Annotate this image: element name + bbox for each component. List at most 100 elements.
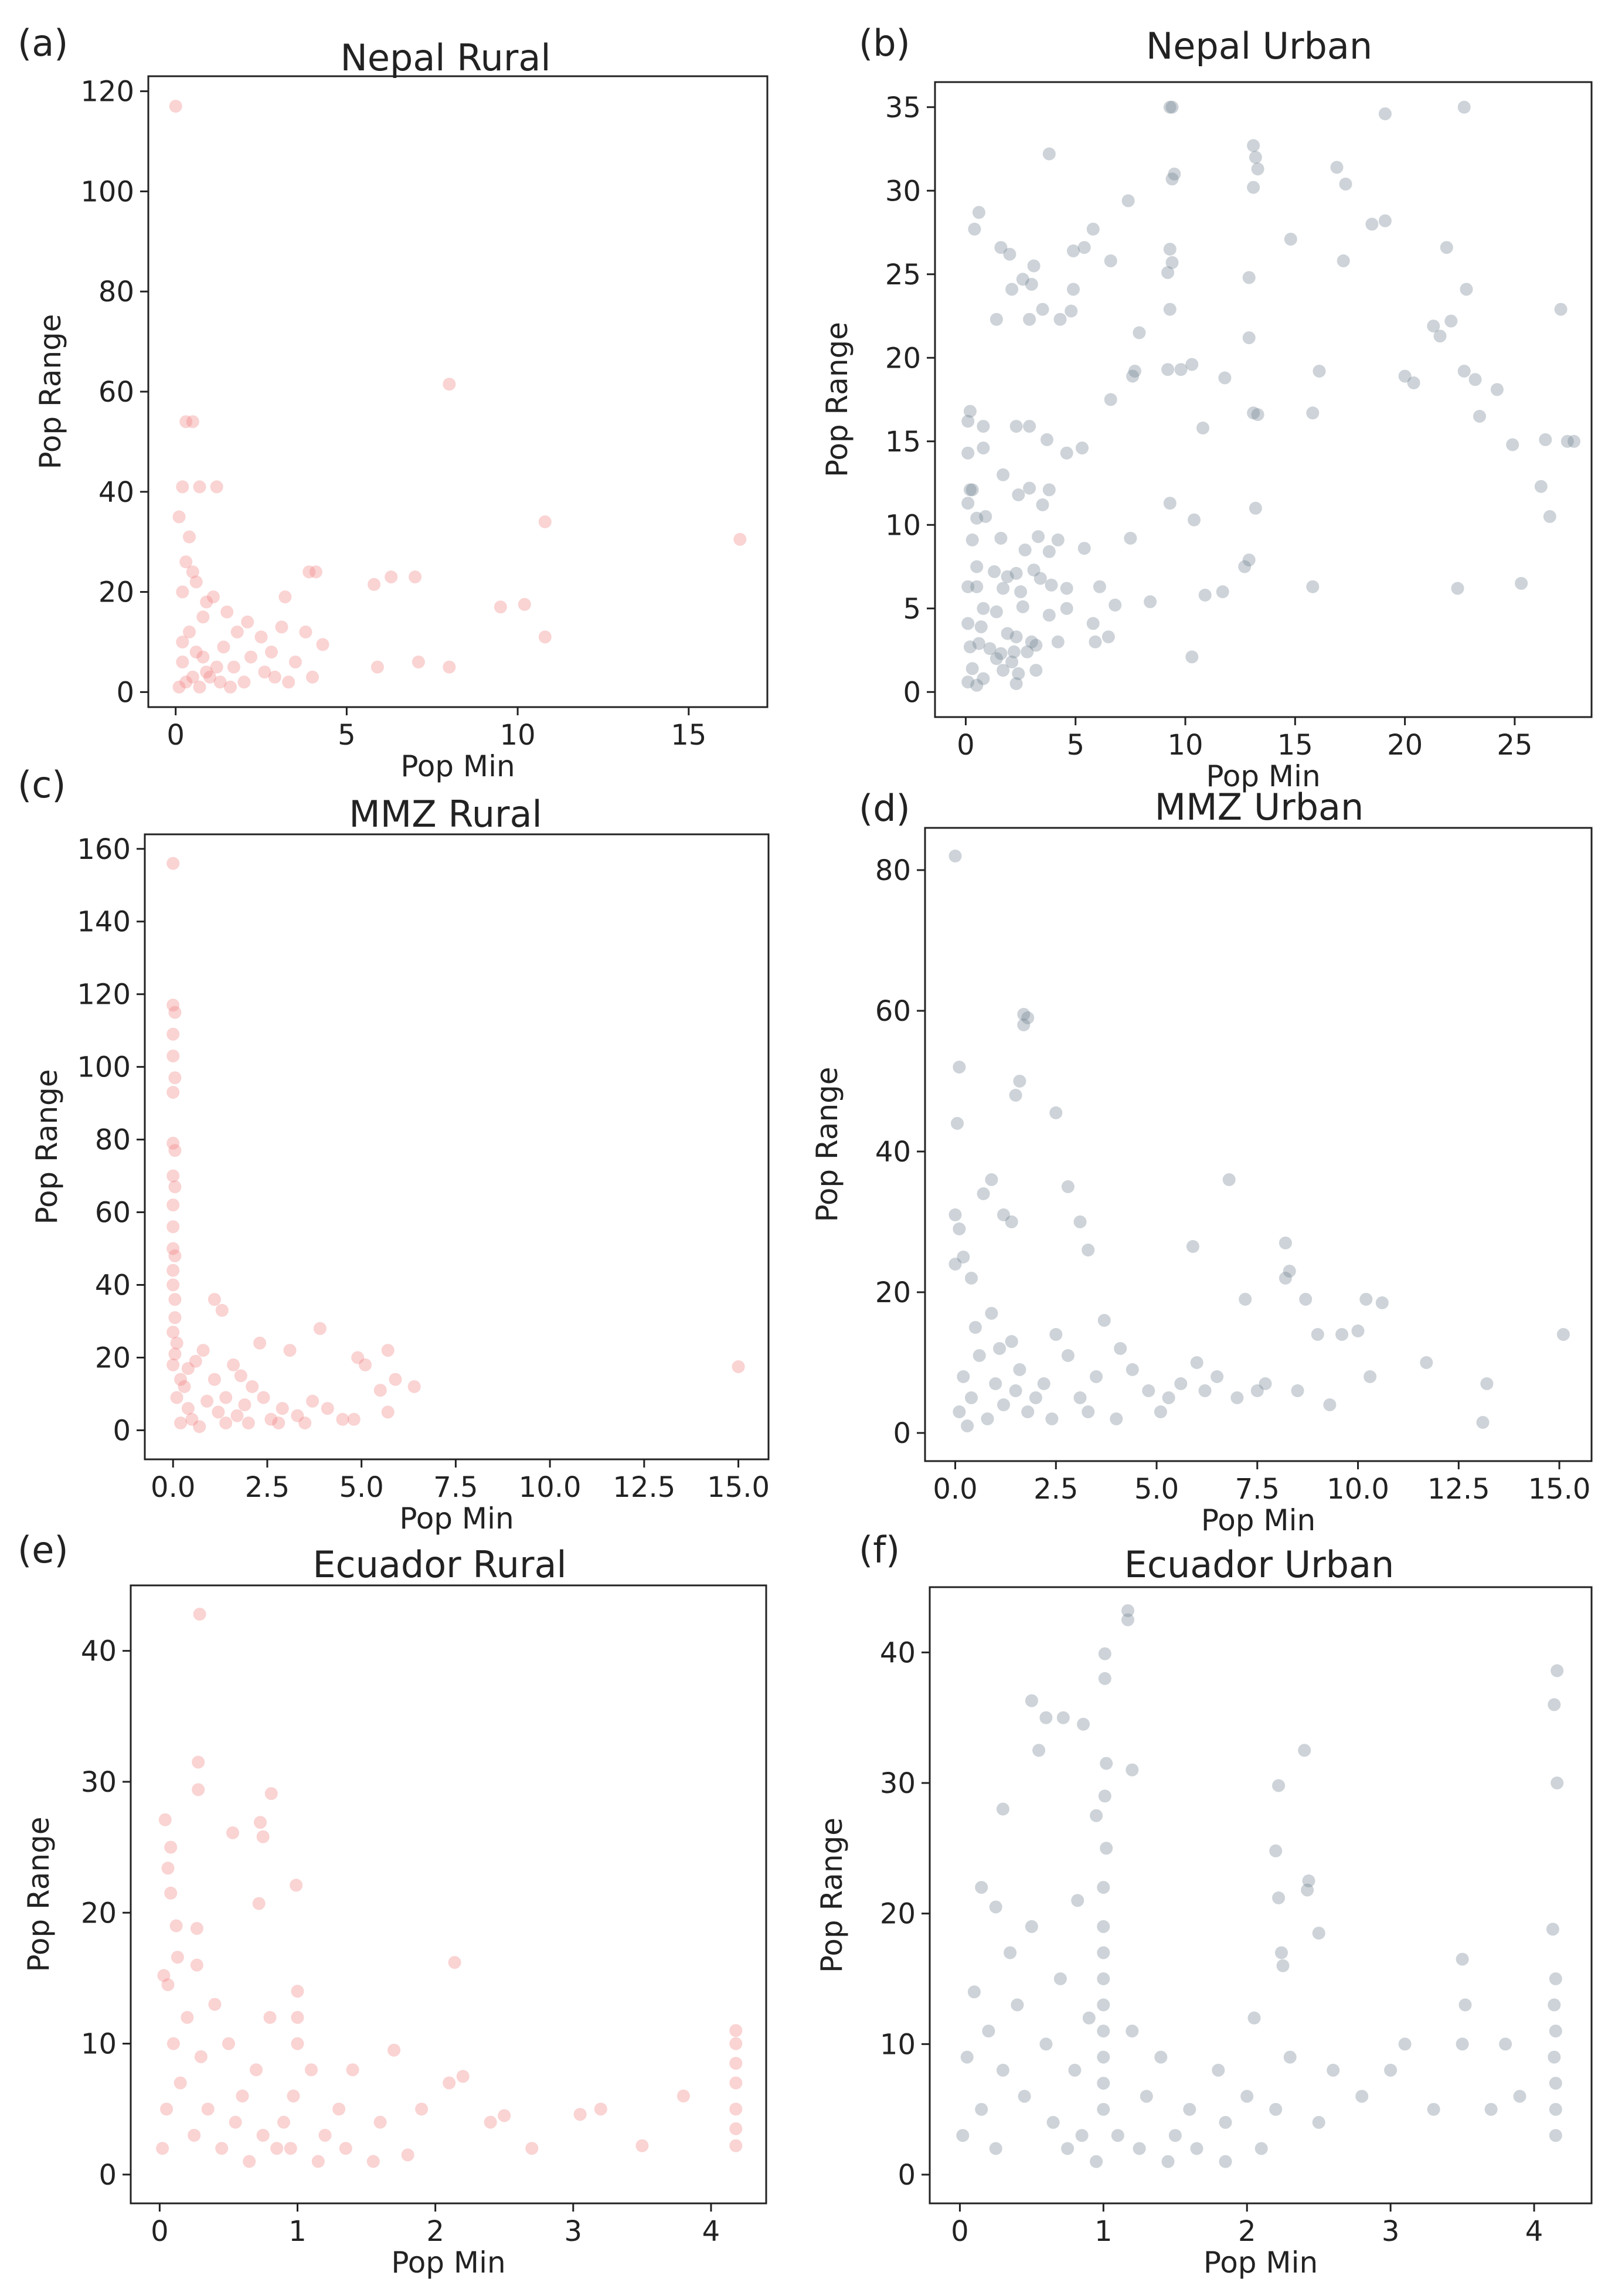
data-point bbox=[1378, 107, 1392, 121]
data-point bbox=[181, 1362, 195, 1375]
data-point bbox=[1067, 244, 1080, 257]
data-point bbox=[989, 2142, 1002, 2155]
data-point bbox=[1302, 1874, 1315, 1887]
data-point bbox=[1009, 420, 1023, 433]
data-point bbox=[1378, 214, 1392, 227]
x-tick-label: 0 bbox=[151, 2215, 169, 2248]
data-point bbox=[1272, 1779, 1286, 1792]
data-point bbox=[346, 2063, 359, 2077]
data-point bbox=[979, 510, 992, 523]
data-point bbox=[1440, 241, 1453, 254]
data-point bbox=[968, 1321, 982, 1334]
data-point bbox=[201, 2103, 215, 2116]
data-point bbox=[164, 1840, 178, 1854]
y-tick-label: 40 bbox=[880, 1636, 916, 1669]
data-point bbox=[166, 2037, 180, 2050]
data-point bbox=[1111, 2129, 1124, 2142]
data-point bbox=[1045, 578, 1058, 592]
data-point bbox=[1053, 1972, 1067, 1985]
data-point bbox=[1021, 1011, 1035, 1024]
data-point bbox=[1133, 326, 1146, 339]
data-point bbox=[268, 670, 281, 684]
x-tick-label: 5.0 bbox=[1134, 1473, 1179, 1506]
data-point bbox=[283, 1344, 297, 1357]
data-point bbox=[166, 857, 180, 870]
data-point bbox=[1272, 1891, 1286, 1904]
data-point bbox=[1283, 2050, 1297, 2064]
data-point bbox=[1097, 1881, 1110, 1894]
data-point bbox=[1126, 369, 1140, 383]
data-point bbox=[1133, 2142, 1146, 2155]
y-tick-label: 35 bbox=[885, 91, 921, 124]
data-point bbox=[176, 585, 189, 599]
data-point bbox=[196, 650, 210, 664]
data-point bbox=[1250, 1384, 1264, 1397]
data-point bbox=[1090, 1809, 1103, 1822]
data-point bbox=[1548, 2050, 1561, 2064]
data-point bbox=[1076, 441, 1089, 455]
data-point bbox=[1534, 480, 1548, 493]
data-point bbox=[1549, 2103, 1562, 2116]
data-point bbox=[1198, 589, 1212, 602]
data-point bbox=[1312, 1927, 1325, 1940]
data-point bbox=[967, 1985, 981, 1999]
data-point bbox=[306, 670, 319, 684]
chart-panel-c: (c) MMZ Rural 0.0 2.5 5.0 7.5 10.0 12.5 15.0 0 20 4… bbox=[18, 763, 770, 1536]
data-point bbox=[1097, 1946, 1110, 1959]
chart-title: Ecuador Urban bbox=[1124, 1543, 1395, 1586]
data-point bbox=[1165, 172, 1179, 186]
data-point bbox=[965, 1272, 978, 1285]
data-point bbox=[1163, 243, 1177, 256]
data-point bbox=[208, 1293, 221, 1306]
data-point bbox=[594, 2103, 607, 2116]
data-point bbox=[1005, 283, 1019, 296]
data-point bbox=[166, 1326, 180, 1339]
data-point bbox=[1323, 1398, 1337, 1411]
data-point bbox=[168, 1006, 182, 1019]
data-point bbox=[1554, 303, 1568, 316]
y-axis-label: Pop Range bbox=[22, 1816, 56, 1972]
x-tick-label: 7.5 bbox=[1235, 1473, 1280, 1506]
y-tick-label: 30 bbox=[885, 175, 921, 208]
y-tick-label: 100 bbox=[77, 1051, 131, 1084]
y-tick-label: 80 bbox=[98, 276, 134, 308]
x-tick-label: 3 bbox=[1382, 2215, 1400, 2248]
data-point bbox=[518, 597, 531, 611]
x-axis-label: Pop Min bbox=[1206, 759, 1320, 793]
data-point bbox=[997, 1208, 1010, 1221]
data-point bbox=[1433, 330, 1447, 343]
data-point bbox=[222, 2037, 235, 2050]
data-point bbox=[1549, 2025, 1562, 2038]
data-point bbox=[1174, 363, 1188, 376]
data-point bbox=[1298, 1744, 1311, 1757]
chart-title: MMZ Rural bbox=[349, 793, 542, 835]
data-point bbox=[1515, 577, 1528, 590]
data-point bbox=[166, 1169, 180, 1183]
data-point bbox=[1276, 1959, 1290, 1972]
y-tick-label: 10 bbox=[880, 2028, 916, 2061]
data-point bbox=[210, 480, 223, 494]
data-point bbox=[1049, 1106, 1063, 1119]
data-point bbox=[1114, 1342, 1127, 1355]
data-point bbox=[168, 1071, 182, 1085]
data-point bbox=[1468, 373, 1482, 386]
data-point bbox=[961, 1419, 974, 1432]
data-point bbox=[448, 1956, 461, 1969]
data-point bbox=[196, 1344, 210, 1357]
data-point bbox=[1013, 1363, 1026, 1376]
data-point bbox=[166, 1049, 180, 1063]
data-point bbox=[1104, 254, 1117, 267]
y-tick-label: 20 bbox=[81, 1897, 117, 1930]
data-point bbox=[1543, 510, 1556, 523]
data-point bbox=[1242, 553, 1256, 567]
data-point bbox=[977, 672, 990, 685]
y-tick-label: 10 bbox=[885, 509, 921, 542]
x-tick-label: 2.5 bbox=[1033, 1473, 1078, 1506]
data-point bbox=[1098, 1647, 1111, 1660]
x-tick-label: 15.0 bbox=[707, 1471, 770, 1504]
data-point bbox=[1121, 1604, 1134, 1618]
data-point bbox=[256, 2128, 270, 2142]
data-point bbox=[282, 675, 295, 689]
